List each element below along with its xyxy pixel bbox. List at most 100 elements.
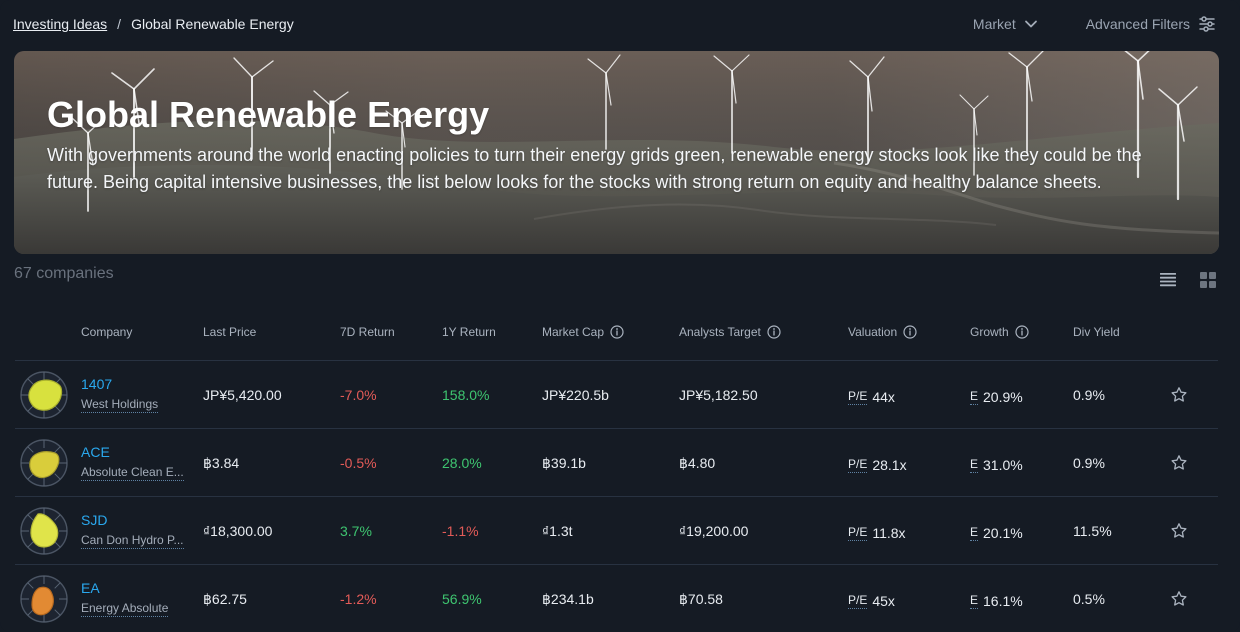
market-cap: JP¥220.5b <box>542 387 609 403</box>
breadcrumb: Investing Ideas / Global Renewable Energ… <box>13 14 294 34</box>
growth-cell: E 20.1% <box>970 521 1023 543</box>
info-icon[interactable] <box>903 325 917 339</box>
growth-value: 20.9% <box>983 389 1023 405</box>
grid-view-icon[interactable] <box>1199 271 1217 289</box>
info-icon[interactable] <box>767 325 781 339</box>
div-yield: 0.5% <box>1073 591 1105 607</box>
valuation-metric: P/E 11.8x <box>848 523 906 543</box>
valuation-metric: P/E 28.1x <box>848 455 907 475</box>
star-icon[interactable] <box>1170 590 1188 608</box>
header-div-yield-label: Div Yield <box>1073 325 1120 339</box>
advanced-filters-button[interactable]: Advanced Filters <box>1086 15 1216 33</box>
company-name-link[interactable]: West Holdings <box>81 397 159 413</box>
breadcrumb-separator: / <box>117 16 122 32</box>
company-name-link[interactable]: Absolute Clean E... <box>81 465 184 481</box>
7d-return: 3.7% <box>340 523 372 539</box>
company-cell: EA Energy Absolute <box>81 579 191 617</box>
table-row[interactable]: ACE Absolute Clean E... ฿3.84 -0.5% 28.0… <box>15 429 1218 497</box>
header-7d-return[interactable]: 7D Return <box>340 324 395 340</box>
valuation-metric: P/E 45x <box>848 591 895 611</box>
analysts-target: JP¥5,182.50 <box>679 387 758 403</box>
valuation-value: 45x <box>872 593 895 609</box>
header-growth[interactable]: Growth <box>970 324 1029 340</box>
growth-label: E <box>970 389 979 405</box>
company-ticker-link[interactable]: SJD <box>81 512 108 528</box>
company-cell: ACE Absolute Clean E... <box>81 443 191 481</box>
info-icon[interactable] <box>610 325 624 339</box>
analysts-target: ₫19,200.00 <box>679 523 749 539</box>
header-market-cap-label: Market Cap <box>542 325 605 339</box>
7d-return: -1.2% <box>340 591 377 607</box>
company-snowflake-icon[interactable] <box>19 574 69 624</box>
company-snowflake-icon[interactable] <box>19 506 69 556</box>
table-row[interactable]: SJD Can Don Hydro P... ₫18,300.00 3.7% -… <box>15 497 1218 565</box>
market-dropdown[interactable]: Market <box>973 16 1038 32</box>
header-market-cap[interactable]: Market Cap <box>542 324 624 340</box>
header-company-label: Company <box>81 325 133 339</box>
sliders-icon <box>1199 16 1215 32</box>
growth-value: 31.0% <box>983 457 1023 473</box>
growth-label: E <box>970 457 979 473</box>
star-icon[interactable] <box>1170 454 1188 472</box>
list-view-icon[interactable] <box>1159 271 1177 289</box>
1y-return: 56.9% <box>442 591 482 607</box>
breadcrumb-investing-ideas-link[interactable]: Investing Ideas <box>13 16 108 32</box>
company-cell: SJD Can Don Hydro P... <box>81 511 191 549</box>
table-row[interactable]: 1407 West Holdings JP¥5,420.00 -7.0% 158… <box>15 361 1218 429</box>
star-icon[interactable] <box>1170 522 1188 540</box>
page-description: With governments around the world enacti… <box>47 145 1142 192</box>
header-valuation[interactable]: Valuation <box>848 324 917 340</box>
valuation-label: P/E <box>848 389 868 405</box>
last-price: ฿3.84 <box>203 455 240 471</box>
last-price: JP¥5,420.00 <box>203 387 282 403</box>
company-ticker-link[interactable]: ACE <box>81 444 110 460</box>
header-company[interactable]: Company <box>81 324 132 340</box>
div-yield: 0.9% <box>1073 455 1105 471</box>
header-growth-label: Growth <box>970 325 1009 339</box>
growth-label: E <box>970 593 979 609</box>
header-analysts-target[interactable]: Analysts Target <box>679 324 781 340</box>
market-dropdown-label: Market <box>972 16 1016 32</box>
company-name-link[interactable]: Can Don Hydro P... <box>81 533 184 549</box>
star-icon[interactable] <box>1170 386 1188 404</box>
growth-metric: E 20.1% <box>970 523 1023 543</box>
header-1y-return[interactable]: 1Y Return <box>442 324 496 340</box>
growth-metric: E 16.1% <box>970 591 1023 611</box>
growth-cell: E 31.0% <box>970 453 1023 475</box>
company-ticker-link[interactable]: EA <box>81 580 100 596</box>
header-last-price[interactable]: Last Price <box>203 324 256 340</box>
1y-return: 28.0% <box>442 455 482 471</box>
page-title: Global Renewable Energy <box>47 94 490 135</box>
top-bar: Investing Ideas / Global Renewable Energ… <box>13 12 1216 36</box>
companies-count: 67 companies <box>14 265 114 282</box>
growth-metric: E 31.0% <box>970 455 1023 475</box>
hero-banner: Global Renewable Energy With governments… <box>14 51 1219 254</box>
chevron-down-icon <box>1024 20 1037 28</box>
company-snowflake-icon[interactable] <box>19 438 69 488</box>
7d-return: -7.0% <box>340 387 377 403</box>
analysts-target: ฿70.58 <box>679 591 723 607</box>
last-price: ฿62.75 <box>203 591 247 607</box>
valuation-label: P/E <box>848 525 868 541</box>
view-toggle-group <box>1159 271 1217 289</box>
company-snowflake-icon[interactable] <box>19 370 69 420</box>
top-actions: Market Advanced Filters <box>973 15 1216 33</box>
company-name-link[interactable]: Energy Absolute <box>81 601 169 617</box>
valuation-label: P/E <box>848 457 868 473</box>
market-cap: ฿39.1b <box>542 455 586 471</box>
div-yield: 11.5% <box>1073 523 1112 539</box>
company-cell: 1407 West Holdings <box>81 375 191 413</box>
valuation-value: 28.1x <box>872 457 907 473</box>
market-cap: ฿234.1b <box>542 591 594 607</box>
7d-return: -0.5% <box>340 455 377 471</box>
header-1y-return-label: 1Y Return <box>442 325 496 339</box>
1y-return: -1.1% <box>442 523 479 539</box>
valuation-value: 11.8x <box>872 525 906 541</box>
table-row[interactable]: EA Energy Absolute ฿62.75 -1.2% 56.9% ฿2… <box>15 565 1218 632</box>
growth-value: 16.1% <box>983 593 1023 609</box>
header-div-yield[interactable]: Div Yield <box>1073 324 1120 340</box>
header-last-price-label: Last Price <box>203 325 257 339</box>
info-icon[interactable] <box>1015 325 1029 339</box>
company-ticker-link[interactable]: 1407 <box>81 376 113 392</box>
header-valuation-label: Valuation <box>848 325 898 339</box>
